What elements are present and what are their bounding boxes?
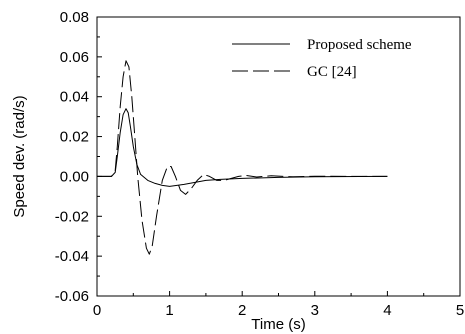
plot-area: [96, 16, 461, 297]
series-line-2: [97, 60, 388, 255]
x-tick-label: 1: [165, 302, 173, 319]
y-tick-label: 0.04: [60, 89, 89, 106]
legend: Proposed scheme GC [24]: [232, 37, 412, 80]
x-tick-label: 3: [311, 302, 319, 319]
x-axis-title: Time (s): [251, 316, 305, 333]
y-tick-label: -0.02: [55, 208, 89, 225]
series-layer: [97, 60, 388, 255]
x-tick-label: 0: [93, 302, 101, 319]
legend-label-1: Proposed scheme: [307, 37, 412, 53]
y-tick-label: 0.02: [60, 129, 89, 146]
y-tick-label: -0.04: [55, 248, 89, 265]
x-tick-label: 4: [383, 302, 391, 319]
x-tick-label: 2: [238, 302, 246, 319]
y-tick-label: 0.08: [60, 9, 89, 26]
series-line-1: [97, 108, 388, 187]
x-tick-label: 5: [456, 302, 464, 319]
y-tick-label: 0.00: [60, 168, 89, 185]
legend-label-2: GC [24]: [307, 64, 357, 80]
plot-border: [96, 16, 461, 297]
y-tick-label: 0.06: [60, 49, 89, 66]
axes-layer: 0 1 2 3 4 5 -0.06 -0.04 -0.02 0.00 0.02 0.04 0.06 0.0…: [55, 9, 464, 319]
y-axis-title: Speed dev. (rad/s): [11, 95, 28, 217]
y-tick-label: -0.06: [55, 288, 89, 305]
